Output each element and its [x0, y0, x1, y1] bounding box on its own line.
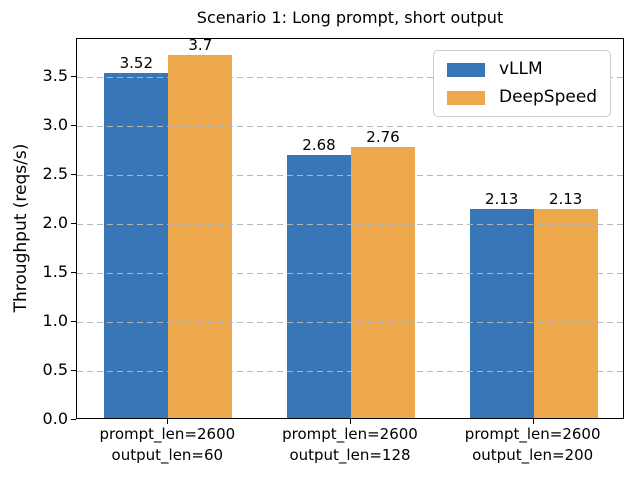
x-tick-label-line: prompt_len=2600 [464, 425, 601, 443]
x-tick-label-line: prompt_len=2600 [282, 425, 418, 443]
bar-DeepSpeed-group2 [351, 147, 415, 418]
bar-value-label: 2.76 [366, 128, 400, 147]
gridline-2.0 [77, 223, 623, 225]
gridline-1.5 [77, 272, 623, 274]
gridline-3.0 [77, 125, 623, 127]
x-tick-mark-1 [167, 419, 169, 424]
y-tick-mark-3.5 [71, 75, 76, 77]
y-tick-label-0.0: 0.0 [42, 409, 68, 428]
x-tick-label-line: output_len=128 [289, 446, 411, 464]
y-tick-mark-3.0 [71, 124, 76, 126]
bar-value-label: 2.13 [484, 190, 519, 209]
y-tick-label-3.5: 3.5 [42, 65, 68, 85]
bar-DeepSpeed-group3 [533, 209, 598, 418]
legend-label-vLLM: vLLM [499, 59, 543, 79]
bar-vLLM-group1 [104, 72, 169, 418]
legend-swatch-DeepSpeed [447, 90, 485, 105]
y-tick-mark-2.5 [71, 173, 76, 175]
bar-value-label: 2.68 [302, 136, 336, 155]
bar-vLLM-group2 [287, 155, 351, 418]
legend: vLLM DeepSpeed [433, 50, 612, 117]
x-tick-label-1: prompt_len=2600 output_len=60 [67, 424, 267, 466]
y-tick-label-0.5: 0.5 [42, 359, 68, 379]
bar-DeepSpeed-group1 [168, 55, 233, 418]
legend-label-DeepSpeed: DeepSpeed [499, 87, 598, 107]
gridline-0.5 [77, 370, 623, 372]
x-tick-label-3: prompt_len=2600 output_len=200 [433, 424, 633, 466]
legend-swatch-vLLM [447, 62, 485, 77]
x-tick-label-line: output_len=200 [472, 446, 594, 464]
x-tick-label-2: prompt_len=2600 output_len=128 [250, 424, 450, 466]
legend-entry-vLLM: vLLM [447, 59, 597, 80]
y-tick-label-1.5: 1.5 [42, 261, 68, 281]
x-tick-label-line: prompt_len=2600 [99, 425, 236, 443]
y-tick-mark-0.5 [71, 369, 76, 371]
x-tick-mark-2 [350, 419, 351, 424]
gridline-2.5 [77, 174, 623, 176]
y-tick-label-1.0: 1.0 [42, 310, 68, 330]
y-tick-label-2.0: 2.0 [42, 212, 68, 232]
x-tick-label-line: output_len=60 [111, 446, 224, 464]
y-tick-mark-2.0 [71, 222, 76, 224]
y-tick-label-2.5: 2.5 [42, 163, 68, 183]
bar-value-label: 3.52 [119, 53, 154, 72]
y-tick-mark-0.0 [71, 419, 76, 420]
legend-entry-DeepSpeed: DeepSpeed [447, 87, 597, 108]
plot-area: 3.52 3.7 2.68 2.76 2.13 2.13 [76, 36, 624, 419]
y-tick-mark-1.0 [71, 320, 76, 322]
gridline-1.0 [77, 321, 623, 323]
y-tick-label-3.0: 3.0 [42, 114, 68, 134]
bar-value-label: 2.13 [548, 190, 583, 209]
chart-title: Scenario 1: Long prompt, short output [196, 8, 504, 27]
gridline-3.5 [77, 76, 623, 78]
bar-vLLM-group3 [469, 209, 534, 418]
y-tick-mark-1.5 [71, 271, 76, 273]
x-tick-mark-3 [532, 419, 534, 424]
bar-value-label: 3.7 [188, 36, 213, 55]
